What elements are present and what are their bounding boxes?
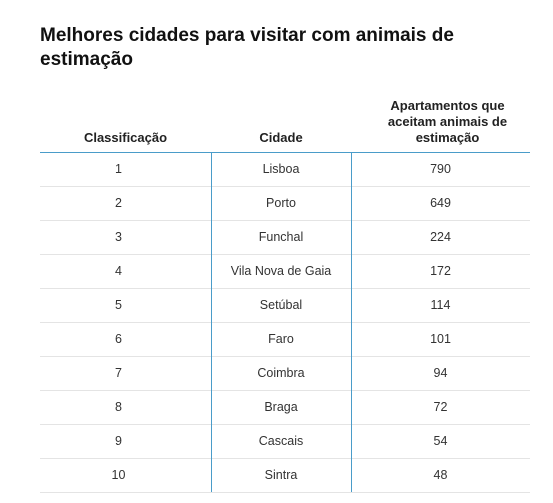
table-cell: Sintra [264,468,298,482]
table-row: 2 Porto 649 [40,187,530,221]
table-cell: 5 [115,298,122,312]
column-header: Classificação [40,92,211,146]
table-row: 9 Cascais 54 [40,425,530,459]
table-cell: 3 [115,230,122,244]
table-cell: Porto [266,196,296,210]
table-cell: Vila Nova de Gaia [230,264,332,278]
table-cell: Setúbal [259,298,303,312]
title: Melhores cidades para visitar com animai… [40,25,454,70]
table-cell: 101 [430,332,451,346]
column-divider [351,152,352,492]
table-cell: 6 [115,332,122,346]
table-cell: Funchal [258,230,304,244]
header-rule [40,152,530,153]
table-cell: 10 [111,468,126,482]
table-row: 10 Sintra 48 [40,459,530,493]
column-divider [211,152,212,492]
table-cell: 2 [115,196,122,210]
table-cell: 790 [430,162,451,176]
table-cell: 9 [115,434,122,448]
table-cell: 7 [115,366,122,380]
table-cell: 94 [433,366,448,380]
column-header: Cidade [211,92,351,146]
column-header: Apartamentos que aceitam animais de esti… [375,92,520,146]
table-cell: 114 [430,298,451,312]
table-row: 5 Setúbal 114 [40,289,530,323]
column-header-text: Apartamentos que aceitam animais de esti… [387,98,508,145]
table-cell: Faro [268,332,294,346]
table-cell: Lisboa [262,162,300,176]
table-row: 3 Funchal 224 [40,221,530,255]
table-row: 6 Faro 101 [40,323,530,357]
table-row: 7 Coimbra 94 [40,357,530,391]
table-cell: 8 [115,400,122,414]
table-cell: Cascais [258,434,304,448]
table-cell: 48 [433,468,448,482]
table-cell: 4 [115,264,122,278]
table-row: 8 Braga 72 [40,391,530,425]
table-row: 4 Vila Nova de Gaia 172 [40,255,530,289]
table-cell: 649 [430,196,451,210]
table-cell: Coimbra [257,366,305,380]
table-row: 1 Lisboa 790 [40,153,530,187]
table-cell: 1 [115,162,122,176]
table-cell: Braga [264,400,298,414]
table-cell: 72 [433,400,448,414]
table-cell: 54 [433,434,448,448]
column-header-text: Classificação [83,130,168,145]
table-cell: 172 [430,264,451,278]
table-cell: 224 [430,230,451,244]
column-header-text: Cidade [259,130,303,145]
